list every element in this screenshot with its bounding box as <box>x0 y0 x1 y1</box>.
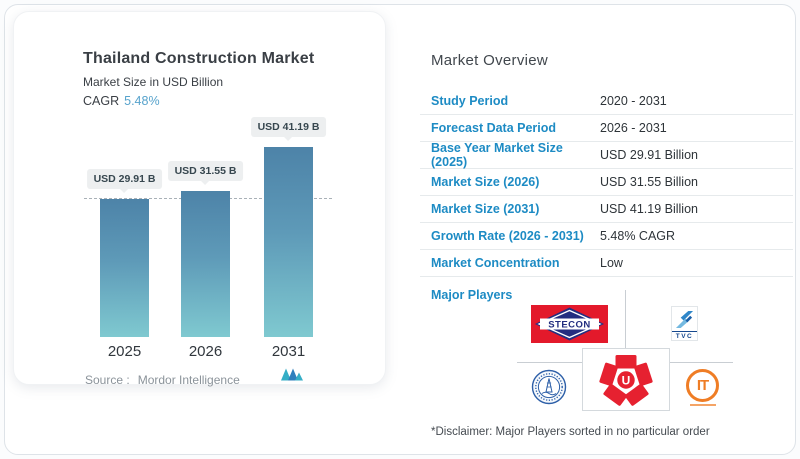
bar-2025 <box>100 199 149 337</box>
cagr-label: CAGR <box>83 94 120 108</box>
row-value: USD 29.91 Billion <box>600 148 698 162</box>
svg-text:STECON: STECON <box>548 320 591 331</box>
grid-divider-horizontal-right <box>670 362 733 363</box>
tvc-glyph-icon <box>672 307 697 331</box>
x-axis-tick-2031: 2031 <box>271 343 306 360</box>
chart-subtitle: Market Size in USD Billion <box>83 75 224 89</box>
disclaimer-text: *Disclaimer: Major Players sorted in no … <box>431 426 710 438</box>
tvc-wordmark: TVC <box>672 331 697 340</box>
tvc-logo: TVC <box>671 306 698 341</box>
row-value: USD 31.55 Billion <box>600 175 698 189</box>
bar-value-badge: USD 31.55 B <box>167 161 244 182</box>
table-row-market-concentration: Market Concentration Low <box>420 250 793 277</box>
x-axis-tick-2025: 2025 <box>107 343 142 360</box>
bar-group-2025: USD 29.91 B 2025 <box>86 12 163 384</box>
source-value: Mordor Intelligence <box>137 373 240 387</box>
italian-thai-logo: IT <box>686 369 720 409</box>
major-players-section: Major Players STECON TVC <box>420 283 793 417</box>
grid-divider-vertical <box>625 290 626 348</box>
overview-heading: Market Overview <box>431 52 549 69</box>
row-label: Study Period <box>431 94 509 108</box>
overview-table: Study Period 2020 - 2031 Forecast Data P… <box>420 88 793 277</box>
mordor-intelligence-logo-icon <box>281 368 303 381</box>
table-row-study-period: Study Period 2020 - 2031 <box>420 88 793 115</box>
row-value: USD 41.19 Billion <box>600 202 698 216</box>
itd-subtext-line <box>690 404 716 406</box>
table-row-forecast-period: Forecast Data Period 2026 - 2031 <box>420 115 793 142</box>
bar-2026 <box>181 191 230 337</box>
row-value: 2026 - 2031 <box>600 121 667 135</box>
table-row-market-size-2026: Market Size (2026) USD 31.55 Billion <box>420 169 793 196</box>
major-players-label: Major Players <box>431 288 513 302</box>
svg-text:U: U <box>622 374 631 388</box>
bar-value-badge: USD 41.19 B <box>250 117 327 137</box>
grid-divider-horizontal-left <box>517 362 582 363</box>
itd-ring-icon: IT <box>686 369 719 402</box>
row-label: Growth Rate (2026 - 2031) <box>431 229 584 243</box>
row-label: Base Year Market Size (2025) <box>431 141 563 169</box>
source-label: Source : <box>85 373 130 387</box>
red-u-pinwheel-logo: U <box>599 355 653 406</box>
bar-group-2026: USD 31.55 B 2026 <box>167 12 244 384</box>
source-attribution: Source : Mordor Intelligence <box>85 373 240 387</box>
bar-2031 <box>264 147 313 337</box>
report-frame: Thailand Construction Market Market Size… <box>4 4 796 455</box>
blue-circular-seal-logo <box>531 369 567 405</box>
row-label: Market Size (2026) <box>431 175 540 189</box>
row-label: Forecast Data Period <box>431 121 557 135</box>
bar-chart: USD 29.91 B 2025 USD 31.55 B 2026 USD 41… <box>14 12 385 384</box>
x-axis-tick-2026: 2026 <box>188 343 223 360</box>
chart-cagr: CAGR 5.48% <box>83 94 160 108</box>
stecon-logo: STECON <box>531 305 608 343</box>
bar-value-badge: USD 29.91 B <box>86 169 163 190</box>
table-row-market-size-2031: Market Size (2031) USD 41.19 Billion <box>420 196 793 223</box>
row-value: 5.48% CAGR <box>600 229 676 243</box>
row-label: Market Size (2031) <box>431 202 540 216</box>
bar-group-2031: USD 41.19 B 2031 <box>250 12 327 384</box>
table-row-growth-rate: Growth Rate (2026 - 2031) 5.48% CAGR <box>420 223 793 250</box>
row-label: Market Concentration <box>431 256 560 270</box>
row-value: Low <box>600 256 623 270</box>
chart-title: Thailand Construction Market <box>83 50 315 67</box>
table-row-base-year-size: Base Year Market Size (2025) USD 29.91 B… <box>420 141 793 169</box>
cagr-value: 5.48% <box>124 94 160 108</box>
chart-card: Thailand Construction Market Market Size… <box>13 11 386 387</box>
row-value: 2020 - 2031 <box>600 94 667 108</box>
